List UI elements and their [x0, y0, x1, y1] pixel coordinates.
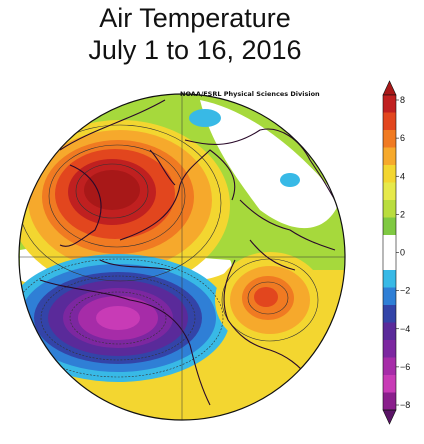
- colorbar-swatch: [383, 165, 396, 183]
- colorbar-tick-label: −2: [400, 286, 410, 296]
- colorbar-tick-label: −6: [400, 362, 410, 372]
- colorbar-tick-label: 0: [400, 248, 405, 258]
- colorbar-swatch: [383, 147, 396, 166]
- colorbar-swatch: [383, 112, 396, 131]
- colorbar-swatch: [383, 252, 396, 271]
- coastlines: [39, 99, 341, 406]
- colorbar-swatch: [383, 95, 396, 113]
- colorbar-arrow-min: [382, 409, 397, 425]
- colorbar-swatch: [383, 270, 396, 288]
- colorbar-swatch: [383, 217, 396, 236]
- credit-text: NOAA/ESRL Physical Sciences Division: [180, 90, 320, 98]
- colorbar-arrow-max: [382, 80, 397, 96]
- colorbar-swatch: [383, 375, 396, 393]
- map-title-line2: July 1 to 16, 2016: [88, 35, 302, 65]
- warm-anomaly-russia: [215, 252, 325, 348]
- warm-anomaly-siberia: [19, 120, 230, 290]
- contour-lines: [19, 258, 224, 378]
- colorbar-tick-label: −4: [400, 324, 410, 334]
- colorbar-tick-label: 2: [400, 209, 405, 219]
- colorbar-swatch: [383, 130, 396, 148]
- lat-lon-grid: [19, 94, 345, 420]
- colorbar-swatch: [383, 235, 396, 253]
- colorbar-swatch: [383, 182, 396, 201]
- map-title-line1: Air Temperature: [99, 3, 291, 33]
- anomaly-field: [19, 94, 345, 420]
- contour-lines-warm: [19, 124, 319, 342]
- colorbar: 8 6 4 2 0 −2 −4 −6 −8: [382, 80, 410, 425]
- colorbar-swatch: [383, 340, 396, 358]
- colorbar-swatch: [383, 357, 396, 376]
- colorbar-tick-label: −8: [400, 400, 410, 410]
- colorbar-swatch: [383, 305, 396, 323]
- colorbar-swatch: [383, 392, 396, 411]
- colorbar-tick-label: 8: [400, 95, 405, 105]
- colorbar-tick-label: 4: [400, 171, 405, 181]
- colorbar-swatch: [383, 287, 396, 306]
- cold-anomaly-canada: [19, 254, 230, 382]
- colorbar-swatch: [383, 200, 396, 218]
- colorbar-tick-label: 6: [400, 133, 405, 143]
- map-boundary: [18, 93, 346, 421]
- colorbar-swatch: [383, 322, 396, 341]
